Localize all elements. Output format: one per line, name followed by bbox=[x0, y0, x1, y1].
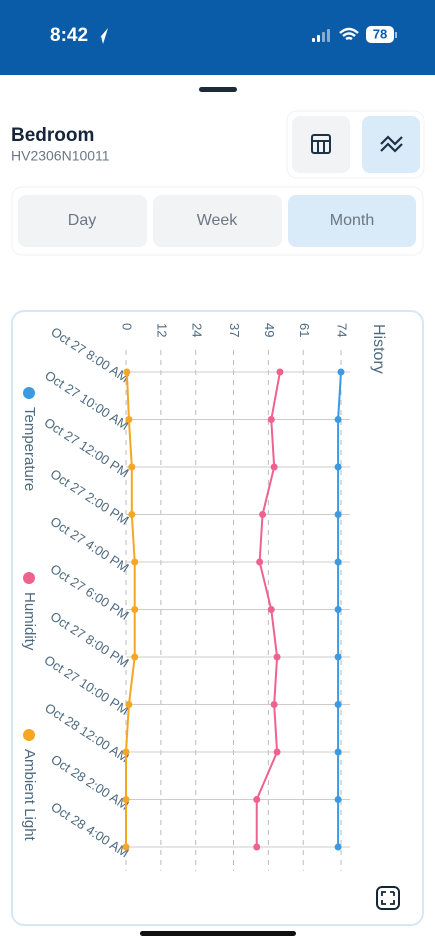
chart-view-button[interactable] bbox=[362, 116, 420, 173]
legend-swatch bbox=[23, 387, 35, 399]
data-point bbox=[334, 606, 342, 613]
data-point bbox=[253, 843, 261, 851]
battery-tip bbox=[395, 32, 397, 38]
value-tick-label: 74 bbox=[335, 323, 350, 337]
data-point bbox=[334, 796, 342, 803]
table-view-button[interactable] bbox=[292, 116, 350, 173]
tab-month[interactable] bbox=[288, 195, 416, 247]
data-point bbox=[128, 463, 136, 471]
data-point bbox=[337, 368, 345, 376]
signal-icon bbox=[312, 29, 330, 42]
data-point bbox=[273, 653, 281, 661]
tab-label: Day bbox=[68, 212, 96, 229]
tab-label: Week bbox=[197, 212, 239, 229]
data-point bbox=[125, 701, 133, 708]
data-point bbox=[131, 558, 139, 566]
data-point bbox=[259, 511, 267, 518]
tab-day[interactable] bbox=[18, 195, 147, 247]
data-point bbox=[334, 653, 342, 661]
data-point bbox=[131, 653, 139, 661]
sheet-handle bbox=[199, 87, 237, 92]
home-indicator bbox=[140, 931, 296, 936]
table-icon bbox=[311, 134, 331, 154]
data-point bbox=[334, 558, 342, 566]
chart-icon bbox=[380, 135, 403, 153]
battery-icon bbox=[366, 26, 394, 43]
chart-card bbox=[11, 310, 424, 926]
legend-label: Humidity bbox=[21, 592, 38, 651]
location-icon bbox=[96, 28, 108, 44]
status-time: 8:42 bbox=[50, 25, 88, 46]
data-point bbox=[334, 511, 342, 518]
data-point bbox=[125, 416, 133, 423]
chart-title: History bbox=[370, 324, 387, 374]
value-tick-label: 0 bbox=[120, 323, 135, 330]
data-point bbox=[267, 606, 275, 613]
data-point bbox=[123, 368, 131, 376]
status-bar bbox=[0, 0, 435, 75]
legend-label: Temperature bbox=[21, 407, 38, 491]
legend-swatch bbox=[23, 729, 35, 741]
value-tick-label: 12 bbox=[154, 323, 169, 337]
data-point bbox=[267, 416, 275, 423]
data-point bbox=[273, 748, 281, 756]
data-point bbox=[334, 843, 342, 851]
data-point bbox=[334, 701, 342, 708]
data-point bbox=[131, 606, 139, 613]
data-point bbox=[334, 748, 342, 756]
tab-week[interactable] bbox=[153, 195, 282, 247]
data-point bbox=[122, 796, 130, 803]
data-point bbox=[334, 416, 342, 423]
legend-swatch bbox=[23, 572, 35, 584]
data-point bbox=[256, 558, 264, 566]
data-point bbox=[276, 368, 284, 376]
value-tick-label: 37 bbox=[227, 323, 242, 337]
data-point bbox=[253, 796, 261, 803]
wifi-icon bbox=[339, 27, 359, 41]
expand-button[interactable] bbox=[376, 886, 400, 910]
value-tick-label: 61 bbox=[297, 323, 312, 337]
legend-label: Ambient Light bbox=[21, 749, 38, 842]
data-point bbox=[122, 843, 130, 851]
data-point bbox=[334, 463, 342, 471]
value-tick-label: 49 bbox=[262, 323, 277, 337]
device-name: Bedroom bbox=[11, 125, 94, 146]
data-point bbox=[270, 463, 278, 471]
device-id: HV2306N10011 bbox=[11, 148, 110, 164]
data-point bbox=[128, 511, 136, 518]
data-point bbox=[122, 748, 130, 756]
tab-label: Month bbox=[330, 212, 374, 229]
data-point bbox=[270, 701, 278, 708]
value-tick-label: 24 bbox=[189, 323, 204, 337]
battery-level: 78 bbox=[373, 26, 387, 41]
